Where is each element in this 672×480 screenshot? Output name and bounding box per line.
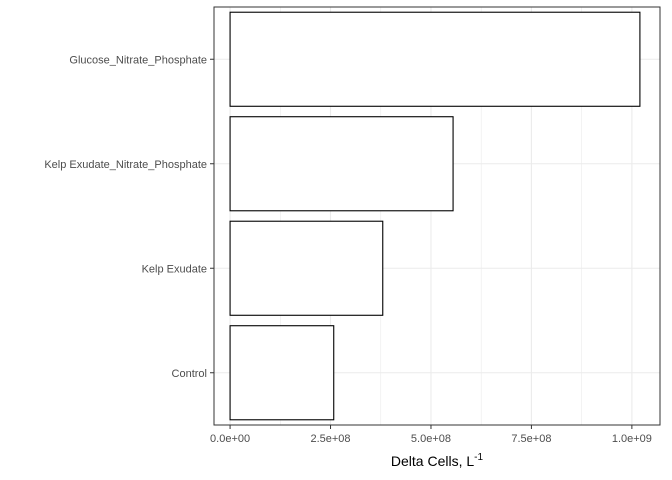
x-tick-label: 1.0e+09 [612,433,652,445]
y-tick-label: Kelp Exudate_Nitrate_Phosphate [44,159,207,171]
bar-kelp-exudate [230,221,383,315]
x-tick-label: 2.5e+08 [310,433,350,445]
y-tick-label: Glucose_Nitrate_Phosphate [69,54,207,66]
x-axis-title-superscript: -1 [474,452,483,463]
x-tick-label: 5.0e+08 [411,433,451,445]
y-tick-label: Kelp Exudate [142,263,207,275]
bar-glucose-nitrate-phosphate [230,12,640,106]
bar-kelp-exudate-nitrate-phosphate [230,117,453,211]
bar-control [230,326,334,420]
y-tick-label: Control [172,368,207,380]
x-tick-label: 0.0e+00 [210,433,250,445]
x-tick-label: 7.5e+08 [511,433,551,445]
x-axis-title-text: Delta Cells, L [391,453,474,469]
x-axis-title: Delta Cells, L-1 [391,452,484,469]
